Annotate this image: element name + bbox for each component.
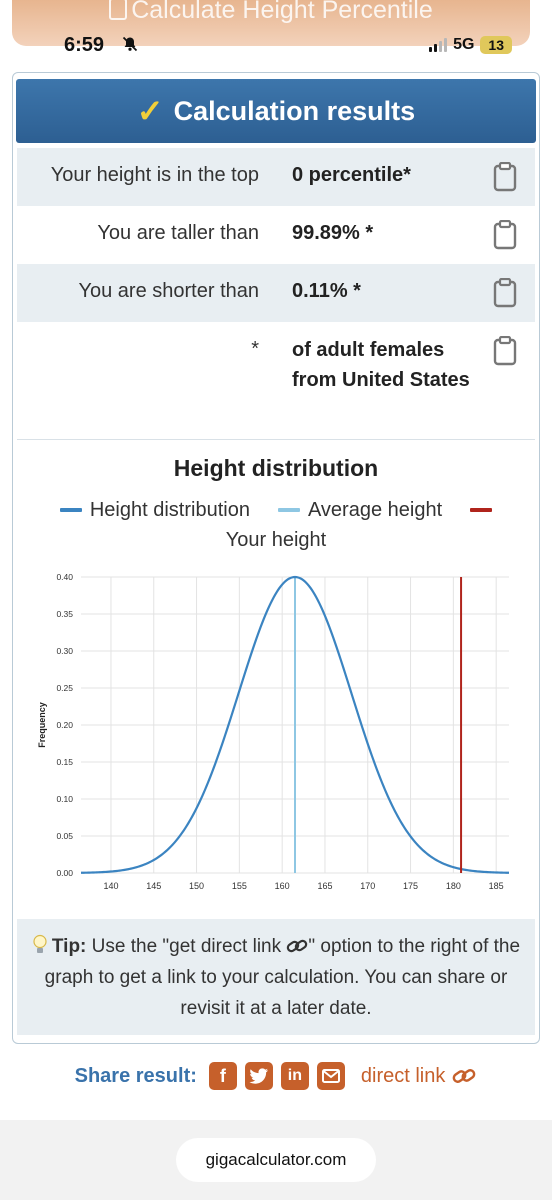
- tip-text-end: " option to the right of the graph to ge…: [44, 936, 521, 1019]
- result-value: 0.11% *: [292, 280, 361, 302]
- lightbulb-icon: [33, 934, 47, 953]
- address-bar[interactable]: gigacalculator.com: [176, 1138, 376, 1182]
- tip-text-start: Use the "get direct link: [91, 936, 282, 957]
- result-row: You are shorter than 0.11% *: [17, 264, 535, 322]
- legend-label: Height distribution: [89, 498, 250, 521]
- signal-icon: [429, 38, 448, 52]
- results-card: ✓ Calculation results Your height is in …: [12, 72, 540, 1044]
- y-tick-label: 0.15: [56, 757, 73, 767]
- network-label: 5G: [453, 36, 475, 53]
- direct-link-button[interactable]: direct link: [361, 1065, 477, 1088]
- clipboard-icon[interactable]: [493, 336, 517, 366]
- legend-item-average[interactable]: Average height: [277, 498, 443, 522]
- result-row: You are taller than 99.89% *: [17, 206, 535, 264]
- results-header: ✓ Calculation results: [16, 79, 536, 143]
- result-row: * of adult females from United States: [17, 322, 535, 440]
- x-tick-label: 160: [275, 881, 290, 891]
- result-value: 0 percentile*: [292, 164, 411, 186]
- y-tick-label: 0.05: [56, 831, 73, 841]
- legend-swatch: [59, 508, 82, 512]
- y-tick-label: 0.00: [56, 868, 73, 878]
- y-tick-label: 0.40: [56, 572, 73, 582]
- tip-label: Tip:: [51, 936, 87, 957]
- result-value: 99.89% *: [292, 222, 374, 244]
- legend-item-your-height[interactable]: Your height: [13, 525, 539, 555]
- results-title: Calculation results: [173, 95, 416, 126]
- y-tick-label: 0.10: [56, 794, 73, 804]
- height-distribution-chart: 0.00 0.05 0.10 0.15 0.20 0.25 0.30 0.35 0.40 140 1…: [37, 572, 510, 891]
- facebook-icon[interactable]: f: [208, 1062, 237, 1090]
- legend-label: Average height: [307, 498, 443, 521]
- clipboard-icon[interactable]: [493, 278, 517, 308]
- result-row: Your height is in the top 0 percentile*: [17, 148, 535, 206]
- direct-link-label: direct link: [360, 1064, 446, 1087]
- x-tick-label: 170: [360, 881, 375, 891]
- bell-muted-icon: [122, 36, 138, 52]
- x-tick-label: 165: [317, 881, 332, 891]
- x-tick-label: 150: [189, 881, 204, 891]
- legend-swatch: [470, 508, 493, 512]
- result-label: *: [251, 338, 259, 360]
- chart-title: Height distribution: [173, 455, 379, 481]
- tip-box: Tip: Use the "get direct link " option t…: [17, 919, 535, 1035]
- banner-title: Calculate Height Percentile: [12, 0, 530, 25]
- results-table: Your height is in the top 0 percentile* …: [17, 148, 535, 440]
- legend-label: Your height: [225, 529, 327, 551]
- twitter-icon[interactable]: [244, 1062, 273, 1090]
- y-tick-label: 0.35: [56, 609, 73, 619]
- legend-item-distribution[interactable]: Height distribution: [59, 498, 250, 522]
- x-tick-label: 155: [232, 881, 247, 891]
- share-label: Share result:: [74, 1064, 197, 1087]
- x-tick-label: 175: [403, 881, 418, 891]
- link-icon: [287, 939, 308, 953]
- y-tick-label: 0.20: [56, 720, 73, 730]
- result-label: You are shorter than: [78, 280, 260, 302]
- y-tick-label: 0.25: [56, 683, 73, 693]
- result-label: Your height is in the top: [50, 164, 259, 186]
- share-bar: Share result: f in direct link: [0, 1062, 552, 1090]
- x-tick-label: 145: [146, 881, 161, 891]
- link-icon: [452, 1069, 476, 1083]
- page-header-banner: Calculate Height Percentile: [12, 0, 530, 46]
- result-label: You are taller than: [97, 222, 259, 244]
- y-tick-label: 0.30: [56, 646, 73, 656]
- result-value: of adult females from United States: [292, 339, 470, 391]
- email-icon[interactable]: [316, 1062, 345, 1090]
- y-axis-label: Frequency: [37, 702, 47, 748]
- legend-swatch: [277, 508, 300, 512]
- calculator-icon: [109, 0, 128, 20]
- battery-indicator: 13: [480, 36, 512, 54]
- distribution-curve: [80, 575, 510, 874]
- x-tick-label: 185: [489, 881, 504, 891]
- x-tick-label: 140: [103, 881, 118, 891]
- clipboard-icon[interactable]: [493, 162, 517, 192]
- x-tick-label: 180: [446, 881, 461, 891]
- clipboard-icon[interactable]: [493, 220, 517, 250]
- linkedin-icon[interactable]: in: [280, 1062, 309, 1090]
- status-indicators: 5G 13: [429, 36, 512, 54]
- status-time: 6:59: [64, 34, 105, 56]
- chart-legend: Height distribution Average height Your …: [13, 495, 539, 555]
- checkmark-icon: ✓: [136, 93, 164, 129]
